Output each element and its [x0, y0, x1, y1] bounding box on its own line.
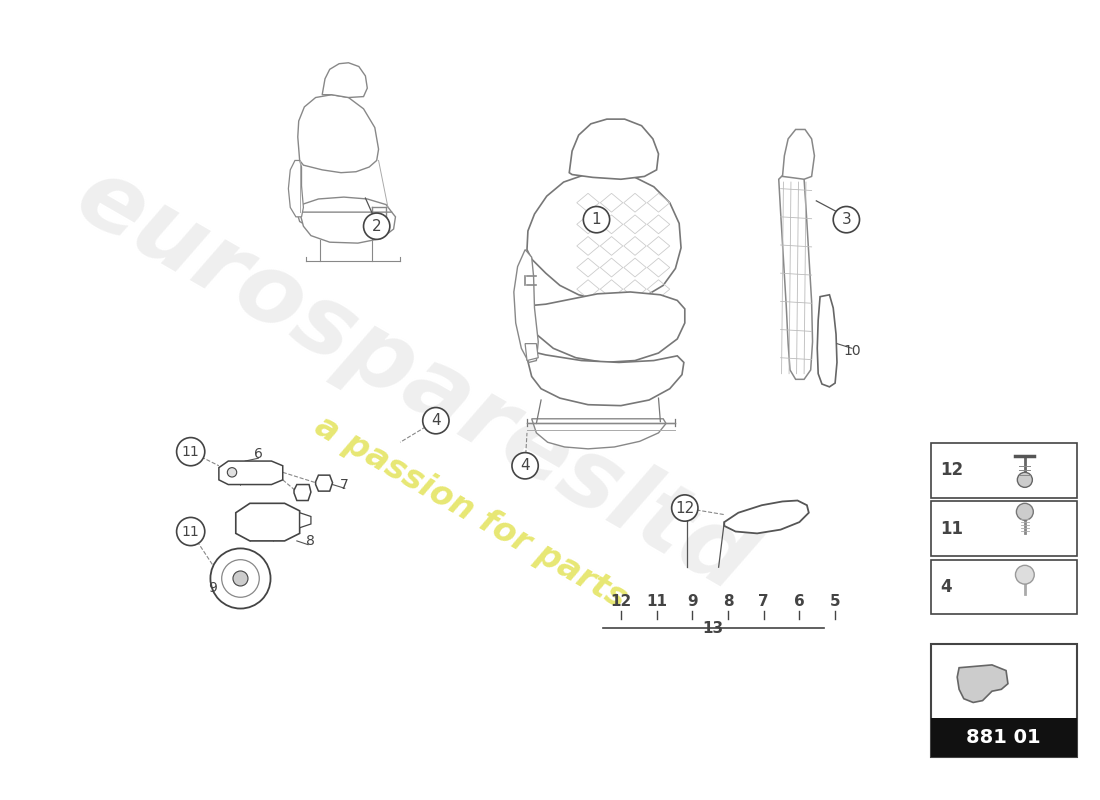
- Polygon shape: [527, 173, 681, 302]
- Circle shape: [1018, 472, 1033, 487]
- Polygon shape: [297, 197, 392, 233]
- Polygon shape: [570, 119, 659, 179]
- Text: 7: 7: [758, 594, 769, 610]
- Polygon shape: [957, 665, 1008, 702]
- Text: 8: 8: [723, 594, 734, 610]
- Text: 12: 12: [940, 462, 964, 479]
- Polygon shape: [724, 501, 808, 534]
- Text: 8: 8: [307, 534, 316, 548]
- Text: eurosparesltd: eurosparesltd: [59, 150, 769, 613]
- Text: 4: 4: [520, 458, 530, 474]
- Text: 11: 11: [182, 525, 199, 538]
- Text: 11: 11: [182, 445, 199, 458]
- Circle shape: [177, 518, 205, 546]
- Polygon shape: [525, 344, 538, 361]
- Circle shape: [233, 571, 248, 586]
- Circle shape: [1016, 503, 1033, 520]
- Text: 12: 12: [610, 594, 631, 610]
- Circle shape: [583, 206, 609, 233]
- Text: 881 01: 881 01: [967, 728, 1041, 746]
- Polygon shape: [817, 294, 837, 387]
- Polygon shape: [531, 418, 666, 449]
- Text: 4: 4: [940, 578, 952, 596]
- Text: 3: 3: [842, 212, 851, 227]
- Text: 4: 4: [431, 413, 441, 428]
- Text: 5: 5: [829, 594, 840, 610]
- Text: 7: 7: [340, 478, 349, 491]
- Text: 2: 2: [372, 218, 382, 234]
- Text: 12: 12: [675, 501, 694, 515]
- Circle shape: [512, 453, 538, 479]
- Polygon shape: [316, 475, 332, 491]
- Circle shape: [1015, 566, 1034, 584]
- Circle shape: [363, 213, 389, 239]
- FancyBboxPatch shape: [931, 718, 1077, 757]
- Polygon shape: [299, 513, 311, 528]
- Circle shape: [210, 549, 271, 609]
- FancyBboxPatch shape: [931, 502, 1077, 556]
- Polygon shape: [299, 212, 396, 243]
- Polygon shape: [525, 292, 685, 362]
- Circle shape: [833, 206, 859, 233]
- Polygon shape: [288, 161, 304, 217]
- Polygon shape: [322, 62, 367, 98]
- Text: 6: 6: [794, 594, 805, 610]
- Polygon shape: [294, 485, 311, 501]
- FancyBboxPatch shape: [931, 644, 1077, 757]
- Text: 11: 11: [646, 594, 667, 610]
- FancyBboxPatch shape: [931, 560, 1077, 614]
- Text: 13: 13: [703, 621, 724, 636]
- Circle shape: [422, 407, 449, 434]
- Polygon shape: [779, 173, 813, 379]
- Polygon shape: [527, 351, 684, 406]
- Text: a passion for parts: a passion for parts: [309, 410, 632, 615]
- Text: 1: 1: [592, 212, 602, 227]
- Polygon shape: [219, 461, 283, 485]
- Text: 6: 6: [254, 447, 263, 462]
- Circle shape: [177, 438, 205, 466]
- Circle shape: [228, 468, 236, 477]
- Text: 10: 10: [844, 344, 861, 358]
- Circle shape: [672, 495, 697, 521]
- FancyBboxPatch shape: [931, 443, 1077, 498]
- Polygon shape: [235, 503, 299, 541]
- Text: 9: 9: [688, 594, 697, 610]
- Text: 9: 9: [208, 581, 217, 595]
- Text: 11: 11: [940, 520, 964, 538]
- Polygon shape: [782, 130, 814, 179]
- Polygon shape: [298, 94, 378, 173]
- Polygon shape: [514, 250, 538, 362]
